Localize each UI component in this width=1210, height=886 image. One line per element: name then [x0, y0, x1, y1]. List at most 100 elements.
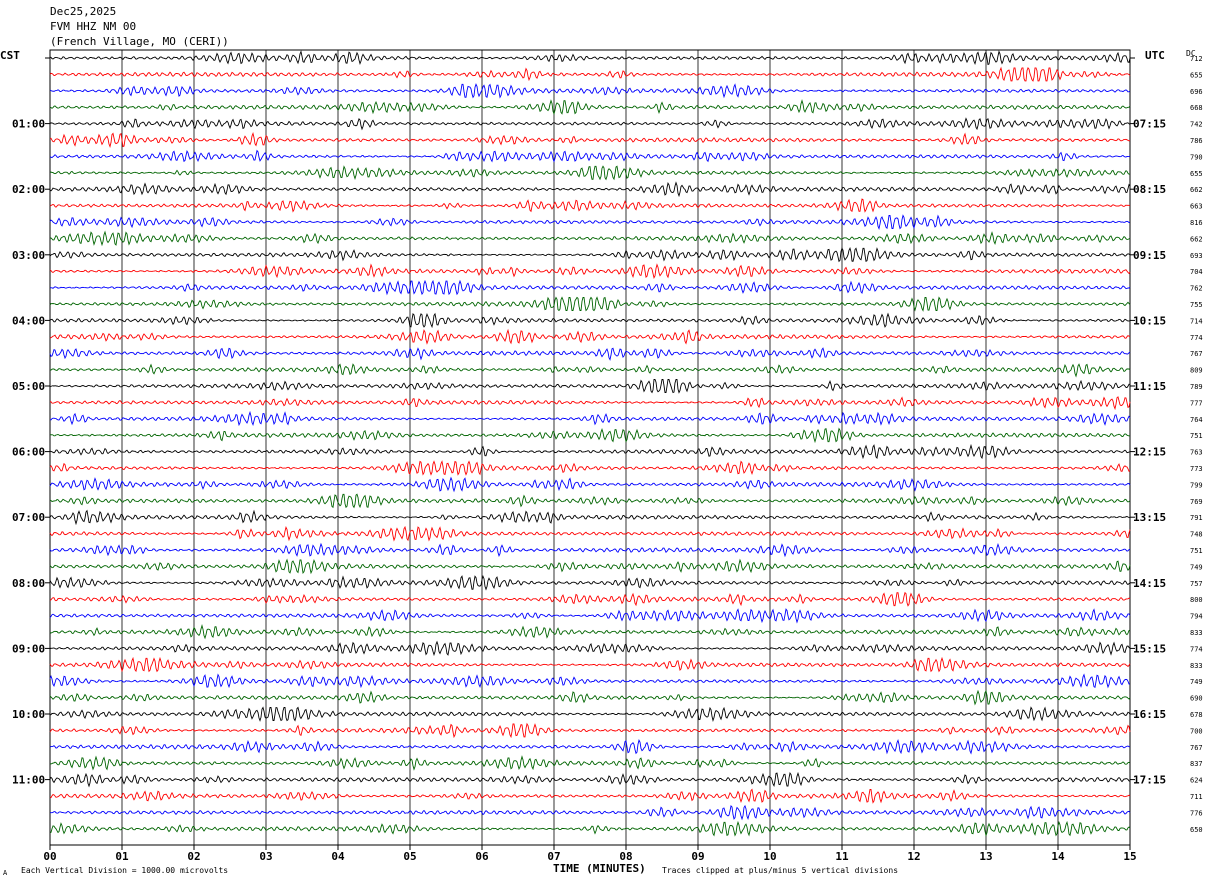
left-timezone-label: CST	[0, 49, 20, 62]
dc-offset-label: 663	[1190, 203, 1203, 211]
x-tick-label: 04	[331, 850, 345, 863]
dc-offset-label: 749	[1190, 678, 1203, 686]
trace-line	[49, 165, 1131, 181]
trace-line	[49, 820, 1131, 837]
trace-line	[49, 198, 1131, 213]
trace-line	[49, 83, 1131, 99]
dc-offset-label: 833	[1190, 629, 1203, 637]
dc-offset-label: 800	[1190, 596, 1203, 604]
right-timezone-label: UTC	[1145, 49, 1165, 62]
right-hour-label: 14:15	[1133, 577, 1166, 590]
dc-offset-label: 809	[1190, 367, 1203, 375]
x-tick-label: 06	[475, 850, 489, 863]
dc-offset-label: 774	[1190, 334, 1203, 342]
trace-line	[49, 739, 1131, 755]
trace-line	[49, 476, 1131, 493]
right-hour-label: 10:15	[1133, 314, 1166, 327]
right-hour-label: 09:15	[1133, 249, 1166, 262]
right-hour-label: 08:15	[1133, 183, 1166, 196]
dc-offset-label: 799	[1190, 481, 1203, 489]
right-hour-label: 11:15	[1133, 380, 1166, 393]
trace-line	[49, 804, 1131, 821]
trace-line	[49, 656, 1131, 673]
dc-offset-label: 773	[1190, 465, 1203, 473]
dc-offset-label: 655	[1190, 71, 1203, 79]
dc-offset-label: 794	[1190, 613, 1203, 621]
x-tick-label: 01	[115, 850, 129, 863]
trace-line	[49, 181, 1131, 198]
plot-frame	[49, 49, 1131, 846]
trace-line	[49, 525, 1131, 542]
left-hour-label: 01:00	[12, 118, 45, 131]
left-hour-label: 10:00	[12, 708, 45, 721]
left-hour-label: 03:00	[12, 249, 45, 262]
trace-line	[49, 722, 1131, 739]
trace-line	[49, 493, 1131, 509]
x-tick-label: 11	[835, 850, 849, 863]
dc-offset-label: 711	[1190, 793, 1203, 801]
trace-line	[49, 640, 1131, 657]
right-hour-label: 15:15	[1133, 642, 1166, 655]
trace-line	[49, 50, 1131, 66]
dc-offset-label: 742	[1190, 121, 1203, 129]
trace-line	[49, 279, 1131, 296]
trace-line	[49, 363, 1131, 378]
x-tick-label: 13	[979, 850, 992, 863]
dc-offset-label: 774	[1190, 645, 1203, 653]
dc-offset-label: 693	[1190, 252, 1203, 260]
corner-mark: A	[3, 869, 8, 877]
x-tick-label: 00	[43, 850, 56, 863]
trace-line	[49, 689, 1131, 706]
trace-line	[49, 99, 1131, 116]
trace-line	[49, 347, 1131, 361]
dc-offset-label: 650	[1190, 826, 1203, 834]
trace-line	[49, 443, 1131, 460]
left-hour-label: 02:00	[12, 183, 45, 196]
dc-offset-label: 833	[1190, 662, 1203, 670]
trace-line	[49, 263, 1131, 279]
trace-line	[49, 66, 1131, 82]
dc-offset-label: 764	[1190, 416, 1203, 424]
division-note: Each Vertical Division = 1000.00 microvo…	[21, 866, 229, 875]
x-tick-label: 12	[907, 850, 920, 863]
dc-offset-label: 696	[1190, 88, 1203, 96]
left-hour-label: 04:00	[12, 314, 45, 327]
trace-line	[49, 574, 1131, 591]
trace-line	[49, 396, 1131, 411]
clip-note: Traces clipped at plus/minus 5 vertical …	[662, 866, 899, 875]
dc-offset-label: 751	[1190, 547, 1203, 555]
trace-line	[49, 673, 1131, 689]
trace-line	[49, 117, 1131, 131]
left-hour-label: 09:00	[12, 642, 45, 655]
dc-offset-label: 624	[1190, 777, 1203, 785]
dc-offset-label: 700	[1190, 727, 1203, 735]
dc-offset-label: 767	[1190, 350, 1203, 358]
dc-offset-label: 704	[1190, 268, 1203, 276]
right-hour-label: 17:15	[1133, 774, 1166, 787]
x-tick-label: 15	[1123, 850, 1136, 863]
dc-offset-label: 769	[1190, 498, 1203, 506]
header-location: (French Village, MO (CERI))	[50, 35, 229, 48]
left-hour-label: 07:00	[12, 511, 45, 524]
x-tick-label: 03	[259, 850, 272, 863]
trace-line	[49, 788, 1131, 804]
trace-line	[49, 149, 1131, 163]
x-tick-label: 08	[619, 850, 632, 863]
dc-offset-label: 655	[1190, 170, 1203, 178]
dc-offset-label: 763	[1190, 449, 1203, 457]
x-tick-label: 07	[547, 850, 560, 863]
trace-line	[50, 427, 1131, 444]
dc-offset-label: 786	[1190, 137, 1203, 145]
trace-line	[49, 706, 1131, 722]
trace-line	[49, 509, 1131, 526]
dc-column-label: DC	[1186, 49, 1196, 58]
left-hour-label: 06:00	[12, 446, 45, 459]
trace-line	[49, 296, 1131, 312]
x-tick-label: 14	[1051, 850, 1065, 863]
dc-offset-label: 662	[1190, 186, 1203, 194]
dc-offset-label: 751	[1190, 432, 1203, 440]
dc-offset-label: 837	[1190, 760, 1203, 768]
dc-offset-label: 668	[1190, 104, 1203, 112]
left-hour-label: 05:00	[12, 380, 45, 393]
trace-line	[49, 312, 1130, 329]
